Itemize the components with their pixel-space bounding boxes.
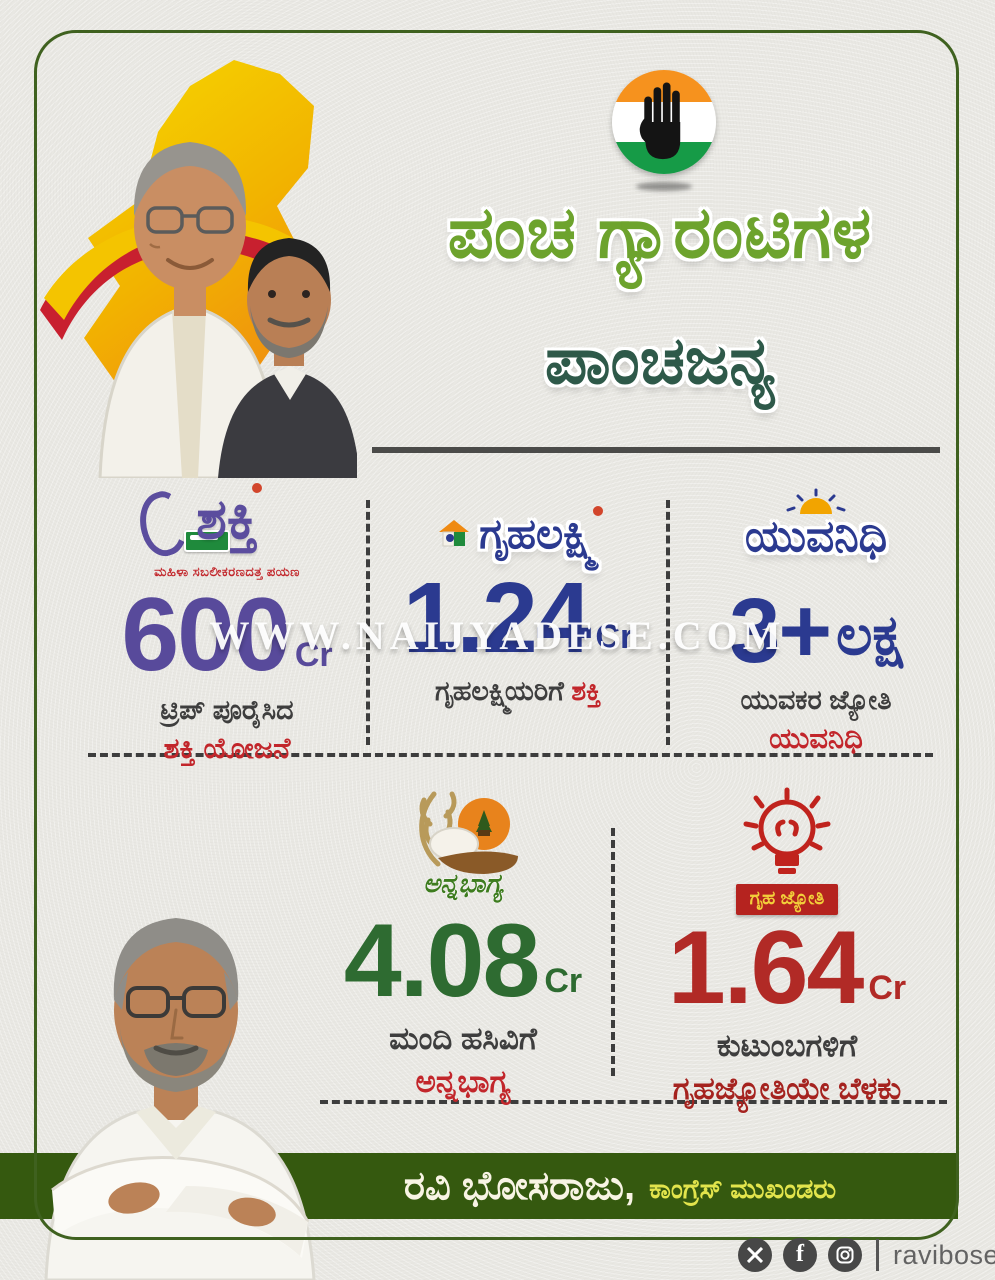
stat-block-annabhagya: ಅನ್ನಭಾಗ್ಯ 4.08 Cr ಮಂದಿ ಹಸಿವಿಗೆ ಅನ್ನಭಾಗ್ಯ	[318, 786, 608, 1101]
yuvanidhi-scheme-logo: ಯುವನಿಧಿ	[672, 488, 960, 584]
gruhalakshmi-desc-accent: ಶಕ್ತಿ	[571, 676, 602, 706]
annabhagya-value: 4.08 Cr	[343, 903, 583, 1019]
stat-block-yuvanidhi: ಯುವನಿಧಿ 3+ ಲಕ್ಷ ಯುವಕರ ಜ್ಯೋತಿ ಯುವನಿಧಿ	[672, 488, 960, 756]
yuvanidhi-unit: ಲಕ್ಷ	[836, 603, 903, 666]
instagram-icon	[828, 1238, 862, 1272]
sun-icon	[786, 488, 846, 514]
leader-portrait-2	[218, 238, 357, 478]
facebook-icon: f	[783, 1238, 817, 1272]
congress-logo-disc	[612, 70, 716, 174]
ravi-boseraju-photo	[44, 918, 316, 1280]
congress-hand-icon	[639, 82, 681, 160]
shakti-value: 600 Cr	[121, 577, 333, 693]
leader-role: ಕಾಂಗ್ರೆಸ್ ಮುಖಂಡರು	[649, 1174, 837, 1204]
gruhajyothi-highlight: ಗೃಹಜ್ಯೋತಿಯೇ ಬೆಳಕು	[672, 1070, 902, 1106]
gruhalakshmi-value: 1.24 Cr	[402, 562, 634, 674]
annabhagya-logo-text: ಅನ್ನಭಾಗ್ಯ	[423, 868, 504, 903]
page-title-line2: ಪಾಂಚಜನ್ಯ	[544, 323, 776, 397]
social-handle: raviboseraju	[893, 1239, 995, 1270]
light-bulb-icon	[743, 787, 831, 874]
yuvanidhi-value: 3+ ಲಕ್ಷ	[729, 580, 903, 682]
gruhajyothi-bulb	[622, 786, 952, 882]
house-icon	[439, 520, 470, 547]
shakti-highlight: ಶಕ್ತಿ ಯೋಜನೆ	[163, 732, 291, 765]
annabhagya-grain-icon: ಅನ್ನಭಾಗ್ಯ	[419, 791, 518, 904]
yuvanidhi-highlight: ಯುವನಿಧಿ	[769, 723, 863, 756]
shakti-unit: Cr	[294, 636, 333, 674]
divider-vertical-1	[366, 500, 370, 745]
shakti-logo-tagline: ಮಹಿಳಾ ಸಬಲೀಕರಣದತ್ತ ಪಯಣ	[154, 564, 300, 579]
title-divider-line	[372, 447, 940, 453]
yuvanidhi-logo-text: ಯುವನಿಧಿ	[744, 512, 888, 561]
shakti-scheme-logo: ಶಕ್ತಿ	[88, 486, 366, 562]
divider-vertical-3	[611, 828, 615, 1076]
divider-horizontal-1	[88, 753, 933, 757]
logo-shadow	[636, 182, 692, 191]
annabhagya-unit: Cr	[544, 962, 583, 1000]
stat-block-gruhalakshmi: ಗೃಹಲಕ್ಷ್ಮಿ 1.24 Cr ಗೃಹಲಕ್ಷ್ಮಿಯರಿಗೆ ಶಕ್ತಿ	[372, 505, 664, 708]
stat-block-shakti: ಶಕ್ತಿ ಮಹಿಳಾ ಸಬಲೀಕರಣದತ್ತ ಪಯಣ 600 Cr ಟ್ರಿಪ್…	[88, 486, 366, 766]
congress-party-logo	[612, 70, 716, 191]
gruhajyothi-unit: Cr	[868, 969, 907, 1007]
annabhagya-highlight: ಅನ್ನಭಾಗ್ಯ	[415, 1063, 511, 1099]
stat-block-gruhajyothi: ಗೃಹ ಜ್ಯೋತಿ 1.64 Cr ಕುಟುಂಬಗಳಿಗೆ ಗೃಹಜ್ಯೋತಿಯ…	[622, 786, 952, 1108]
leader-name: ರವಿ ಭೋಸರಾಜು,	[403, 1163, 636, 1208]
gruhajyothi-value: 1.64 Cr	[667, 910, 907, 1026]
gruhalakshmi-unit: Cr	[595, 618, 634, 656]
gruhajyothi-desc: ಕುಟುಂಬಗಳಿಗೆ	[716, 1027, 858, 1063]
gruhalakshmi-desc: ಗೃಹಲಕ್ಷ್ಮಿಯರಿಗೆ ಶಕ್ತಿ	[434, 676, 602, 706]
karnataka-map-leaders-photo	[40, 60, 357, 478]
gruhalakshmi-logo-text: ಗೃಹಲಕ್ಷ್ಮಿ	[479, 505, 603, 557]
shakti-desc: ಟ್ರಿಪ್ ಪೂರೈಸಿದ	[160, 694, 294, 725]
social-divider	[876, 1239, 879, 1271]
gruhajyothi-badge: ಗೃಹ ಜ್ಯೋತಿ	[735, 884, 839, 915]
yuvanidhi-desc: ಯುವಕರ ಜ್ಯೋತಿ	[740, 685, 892, 716]
divider-vertical-2	[666, 500, 670, 745]
annabhagya-desc: ಮಂದಿ ಹಸಿವಿಗೆ	[389, 1020, 537, 1056]
gruhalakshmi-scheme-logo: ಗೃಹಲಕ್ಷ್ಮಿ	[372, 505, 664, 563]
watermark-text: WWW.NAIJYADESE.COM	[209, 613, 786, 658]
shakti-logo-text: ಶಕ್ತಿ	[196, 487, 258, 550]
page-title-line1: ಪಂಚ ಗ್ಯಾರಂಟಿಗಳ	[447, 193, 873, 273]
footer-name-strip: ರವಿ ಭೋಸರಾಜು, ಕಾಂಗ್ರೆಸ್ ಮುಖಂಡರು	[300, 1153, 940, 1219]
annabhagya-scheme-logo: ಅನ್ನಭಾಗ್ಯ	[318, 786, 608, 912]
social-row: f raviboseraju	[738, 1238, 995, 1272]
x-icon	[738, 1238, 772, 1272]
divider-horizontal-2	[320, 1100, 947, 1104]
